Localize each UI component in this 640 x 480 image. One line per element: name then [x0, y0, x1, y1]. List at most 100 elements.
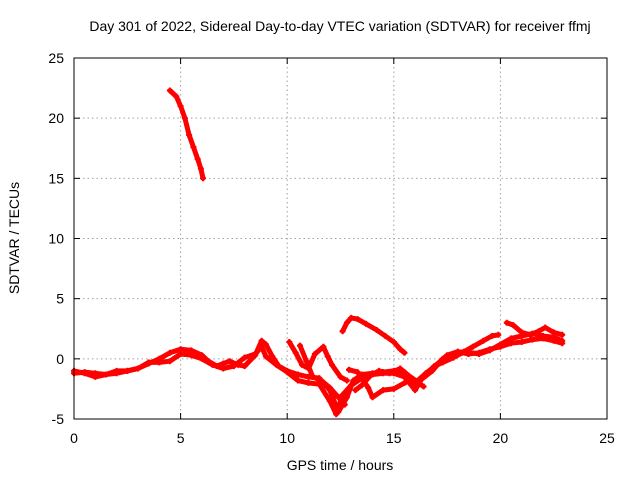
data-point — [258, 337, 265, 344]
data-point — [81, 370, 88, 377]
y-axis-label: SDTVAR / TECUs — [6, 182, 22, 294]
data-point — [343, 319, 350, 326]
data-point — [422, 372, 429, 379]
data-point — [367, 372, 374, 379]
data-point — [352, 387, 359, 394]
data-point — [390, 339, 397, 345]
data-point — [527, 331, 534, 338]
data-point — [431, 363, 438, 370]
data-point — [156, 359, 163, 366]
data-point — [166, 349, 173, 356]
data-point — [497, 341, 504, 348]
data-point — [303, 358, 310, 365]
data-point — [145, 359, 152, 366]
data-point — [311, 351, 318, 357]
y-tick-label: 20 — [48, 110, 64, 126]
data-series — [71, 87, 566, 418]
data-point — [469, 343, 476, 350]
x-axis-label: GPS time / hours — [287, 457, 394, 473]
data-point — [197, 165, 204, 172]
y-tick-label: 15 — [48, 170, 64, 186]
data-point — [305, 379, 312, 386]
data-point — [529, 336, 536, 343]
data-point — [186, 132, 193, 138]
data-point — [397, 365, 404, 372]
data-point — [348, 382, 355, 389]
data-point — [401, 379, 408, 386]
data-point — [373, 327, 380, 333]
data-point — [320, 343, 327, 350]
x-tick-label: 0 — [70, 430, 78, 446]
x-tick-label: 25 — [599, 430, 615, 446]
y-tick-label: -5 — [52, 411, 65, 427]
data-point — [226, 358, 233, 365]
data-point — [410, 376, 416, 383]
data-point — [535, 328, 542, 335]
data-point — [369, 394, 376, 401]
data-point — [542, 324, 549, 331]
data-point — [294, 377, 301, 384]
data-point — [420, 383, 427, 390]
data-point — [401, 349, 408, 356]
data-point — [348, 314, 355, 321]
data-point — [397, 346, 404, 353]
data-point — [113, 370, 120, 377]
data-point — [365, 384, 372, 391]
data-point — [230, 363, 237, 370]
data-point — [341, 401, 348, 408]
data-point — [190, 144, 197, 150]
data-point — [103, 371, 109, 378]
data-point — [92, 373, 99, 380]
data-point — [354, 369, 361, 376]
data-point — [343, 377, 350, 384]
data-point — [390, 385, 397, 392]
data-point — [335, 394, 342, 401]
data-point — [258, 343, 265, 350]
data-point — [488, 333, 495, 339]
data-point — [124, 367, 131, 374]
data-point — [326, 397, 333, 404]
data-point — [363, 320, 370, 327]
series-line-segment-6 — [340, 315, 407, 356]
data-point — [177, 103, 184, 110]
data-point — [241, 363, 248, 370]
x-tick-label: 5 — [177, 430, 185, 446]
data-point — [459, 349, 465, 356]
data-point — [337, 373, 344, 380]
data-point — [166, 87, 173, 94]
data-point — [297, 342, 303, 349]
data-point — [273, 361, 280, 368]
data-point — [209, 361, 216, 368]
data-point — [292, 349, 299, 356]
data-point — [309, 373, 316, 380]
x-tick-label: 15 — [386, 430, 402, 446]
data-point — [181, 115, 188, 122]
data-point — [354, 316, 361, 323]
data-point — [540, 333, 546, 339]
x-tick-label: 20 — [493, 430, 509, 446]
data-point — [324, 353, 331, 360]
data-point — [339, 391, 346, 398]
data-point — [194, 156, 201, 163]
data-point — [476, 351, 483, 357]
data-point — [177, 351, 184, 357]
data-point — [503, 319, 510, 326]
data-point — [135, 365, 141, 372]
data-point — [550, 329, 557, 336]
data-point — [220, 365, 227, 372]
data-point — [559, 331, 566, 338]
y-tick-label: 0 — [56, 351, 64, 367]
data-point — [375, 367, 382, 374]
data-point — [518, 329, 525, 336]
data-point — [252, 351, 259, 357]
data-point — [241, 354, 248, 361]
data-point — [200, 175, 206, 182]
series-line-segment-4 — [286, 339, 350, 383]
tick-labels: 0 5 10 15 20 25 -5 0 5 10 15 20 25 — [48, 50, 615, 446]
y-tick-label: 5 — [56, 291, 64, 307]
data-point — [380, 387, 387, 394]
data-point — [559, 337, 566, 344]
data-point — [518, 339, 525, 345]
data-point — [166, 358, 173, 365]
